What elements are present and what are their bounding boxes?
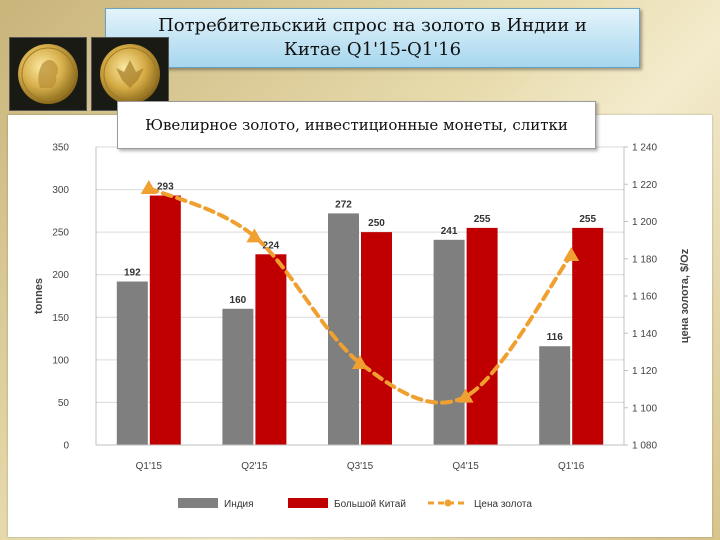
chart-panel: 0 50 100 150 200 250 300 350 1 080 1 100 1 120 1 14…: [8, 115, 712, 537]
y2-axis-title: цена золота, $/Oz: [679, 248, 691, 343]
legend-gold-price-label: Цена золота: [474, 499, 532, 510]
legend-gold-price-marker: [444, 499, 452, 507]
y2-tick-label: 1 220: [632, 180, 657, 191]
x-tick-label: Q4'15: [452, 461, 479, 472]
gold-price-line: [146, 185, 574, 405]
chart-subtitle: Ювелирное золото, инвестиционные монеты,…: [145, 116, 568, 134]
x-tick-label: Q2'15: [241, 461, 268, 472]
x-tick-label: Q1'15: [136, 461, 163, 472]
bar-india: [539, 346, 571, 445]
y2-tick-label: 1 100: [632, 403, 657, 414]
bar-china: [361, 232, 392, 445]
data-label-india: 241: [441, 226, 458, 237]
y2-tick-label: 1 140: [632, 329, 657, 340]
gold-price-marker: [246, 228, 263, 243]
legend-india-label: Индия: [224, 499, 254, 510]
bar-india: [116, 281, 148, 445]
y2-tick-label: 1 080: [632, 441, 657, 452]
data-label-china: 255: [474, 214, 491, 225]
data-label-india: 160: [230, 295, 247, 306]
data-label-china: 293: [157, 182, 174, 193]
gold-price-marker: [457, 388, 474, 403]
y-tick-label: 300: [52, 185, 69, 196]
data-label-india: 272: [335, 199, 352, 210]
y-tick-label: 250: [52, 228, 69, 239]
data-label-china: 255: [579, 214, 596, 225]
y2-tick-label: 1 180: [632, 254, 657, 265]
legend-china-label: Большой Китай: [334, 499, 406, 510]
gold-price-marker: [352, 355, 368, 370]
y-tick-label: 50: [58, 398, 70, 409]
bar-india: [222, 308, 254, 445]
legend-india-swatch: [178, 498, 218, 508]
x-tick-label: Q3'15: [347, 461, 374, 472]
y2-tick-label: 1 160: [632, 292, 657, 303]
title-line-1: Потребительский спрос на золото в Индии …: [158, 15, 587, 36]
gold-price-marker: [563, 247, 580, 262]
y-tick-label: 350: [52, 143, 69, 154]
y2-tick-label: 1 240: [632, 143, 657, 154]
bar-china: [149, 195, 181, 445]
subtitle-box: Ювелирное золото, инвестиционные монеты,…: [117, 101, 596, 149]
data-label-china: 224: [263, 240, 280, 251]
y-axis-title: tonnes: [33, 278, 45, 314]
gold-demand-chart: 0 50 100 150 200 250 300 350 1 080 1 100 1 120 1 14…: [33, 143, 691, 511]
y-tick-label: 150: [52, 313, 69, 324]
title-line-2: Китае Q1'15-Q1'16: [283, 39, 462, 60]
bar-china: [255, 254, 287, 445]
gold-price-marker: [140, 179, 157, 194]
y-tick-label: 0: [63, 441, 69, 452]
bar-china: [572, 227, 604, 445]
bar-india: [328, 213, 359, 445]
data-label-india: 192: [124, 268, 141, 279]
gold-coin-portrait-image: [9, 37, 87, 111]
bar-china: [466, 227, 498, 445]
y-tick-label: 100: [52, 355, 69, 366]
title-box: Потребительский спрос на золото в Индии …: [105, 8, 640, 68]
bar-india: [433, 239, 465, 445]
y2-tick-label: 1 200: [632, 217, 657, 228]
data-label-china: 250: [368, 218, 385, 229]
legend-china-swatch: [288, 498, 328, 508]
gold-coin-eagle-image: [91, 37, 169, 111]
data-label-india: 116: [547, 332, 564, 343]
y2-tick-label: 1 120: [632, 366, 657, 377]
y-tick-label: 200: [52, 270, 69, 281]
x-tick-label: Q1'16: [558, 461, 585, 472]
